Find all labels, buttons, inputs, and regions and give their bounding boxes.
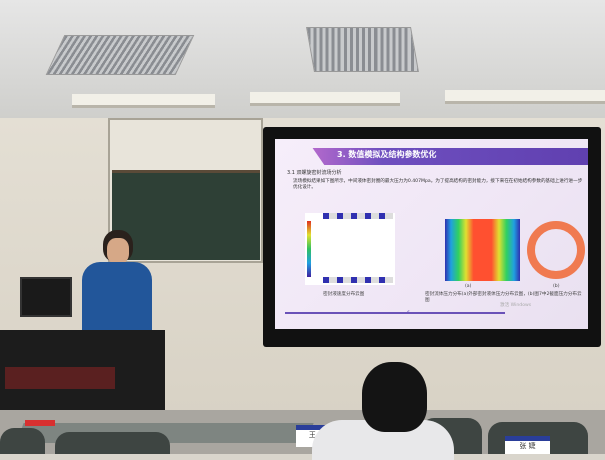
pressure-contour-figure [445, 219, 520, 281]
red-folder [25, 420, 55, 426]
caption-left: 密封液速度分布云图 [323, 292, 365, 297]
ceiling-vent [45, 35, 195, 75]
ceiling-vent [306, 27, 419, 72]
velocity-contour-figure [305, 213, 395, 285]
ceiling-light [72, 94, 215, 108]
windows-watermark: 激活 Windows [500, 303, 532, 308]
page-number: 6 [407, 311, 410, 316]
name-plate: 张 婕 [505, 436, 550, 454]
chair [0, 428, 45, 454]
ceiling-light [445, 90, 605, 104]
chair [55, 432, 170, 454]
ceiling-light [250, 92, 400, 106]
footer-line [285, 312, 505, 314]
podium-banner [5, 367, 115, 389]
audience-head [362, 362, 427, 432]
label-a: (a) [465, 284, 472, 289]
display-screen: 3. 数值模拟及结构参数优化 3.1 双螺旋密封流场分析 流场模拟结果如下图所示… [263, 127, 601, 347]
podium-monitor [20, 277, 72, 317]
presenter [82, 262, 152, 332]
slide-subtitle: 3.1 双螺旋密封流场分析 [287, 170, 342, 176]
chalkboard [112, 170, 260, 260]
label-b: (b) [553, 284, 560, 289]
presentation-slide: 3. 数值模拟及结构参数优化 3.1 双螺旋密封流场分析 流场模拟结果如下图所示… [275, 139, 588, 329]
slide-bullet: 流场模拟结果如下图所示，中间液体密封圈的最大压力为0.407Mpa。为了提高结构… [293, 179, 583, 190]
pressure-ring-figure [527, 221, 585, 279]
caption-right: 密封流体压力分布(a)外部密封液体压力分布云图，(b)图7中2截面压力分布云图 [425, 292, 582, 303]
slide-title: 3. 数值模拟及结构参数优化 [337, 150, 437, 159]
title-band [295, 148, 588, 165]
presenter-face [107, 238, 129, 264]
